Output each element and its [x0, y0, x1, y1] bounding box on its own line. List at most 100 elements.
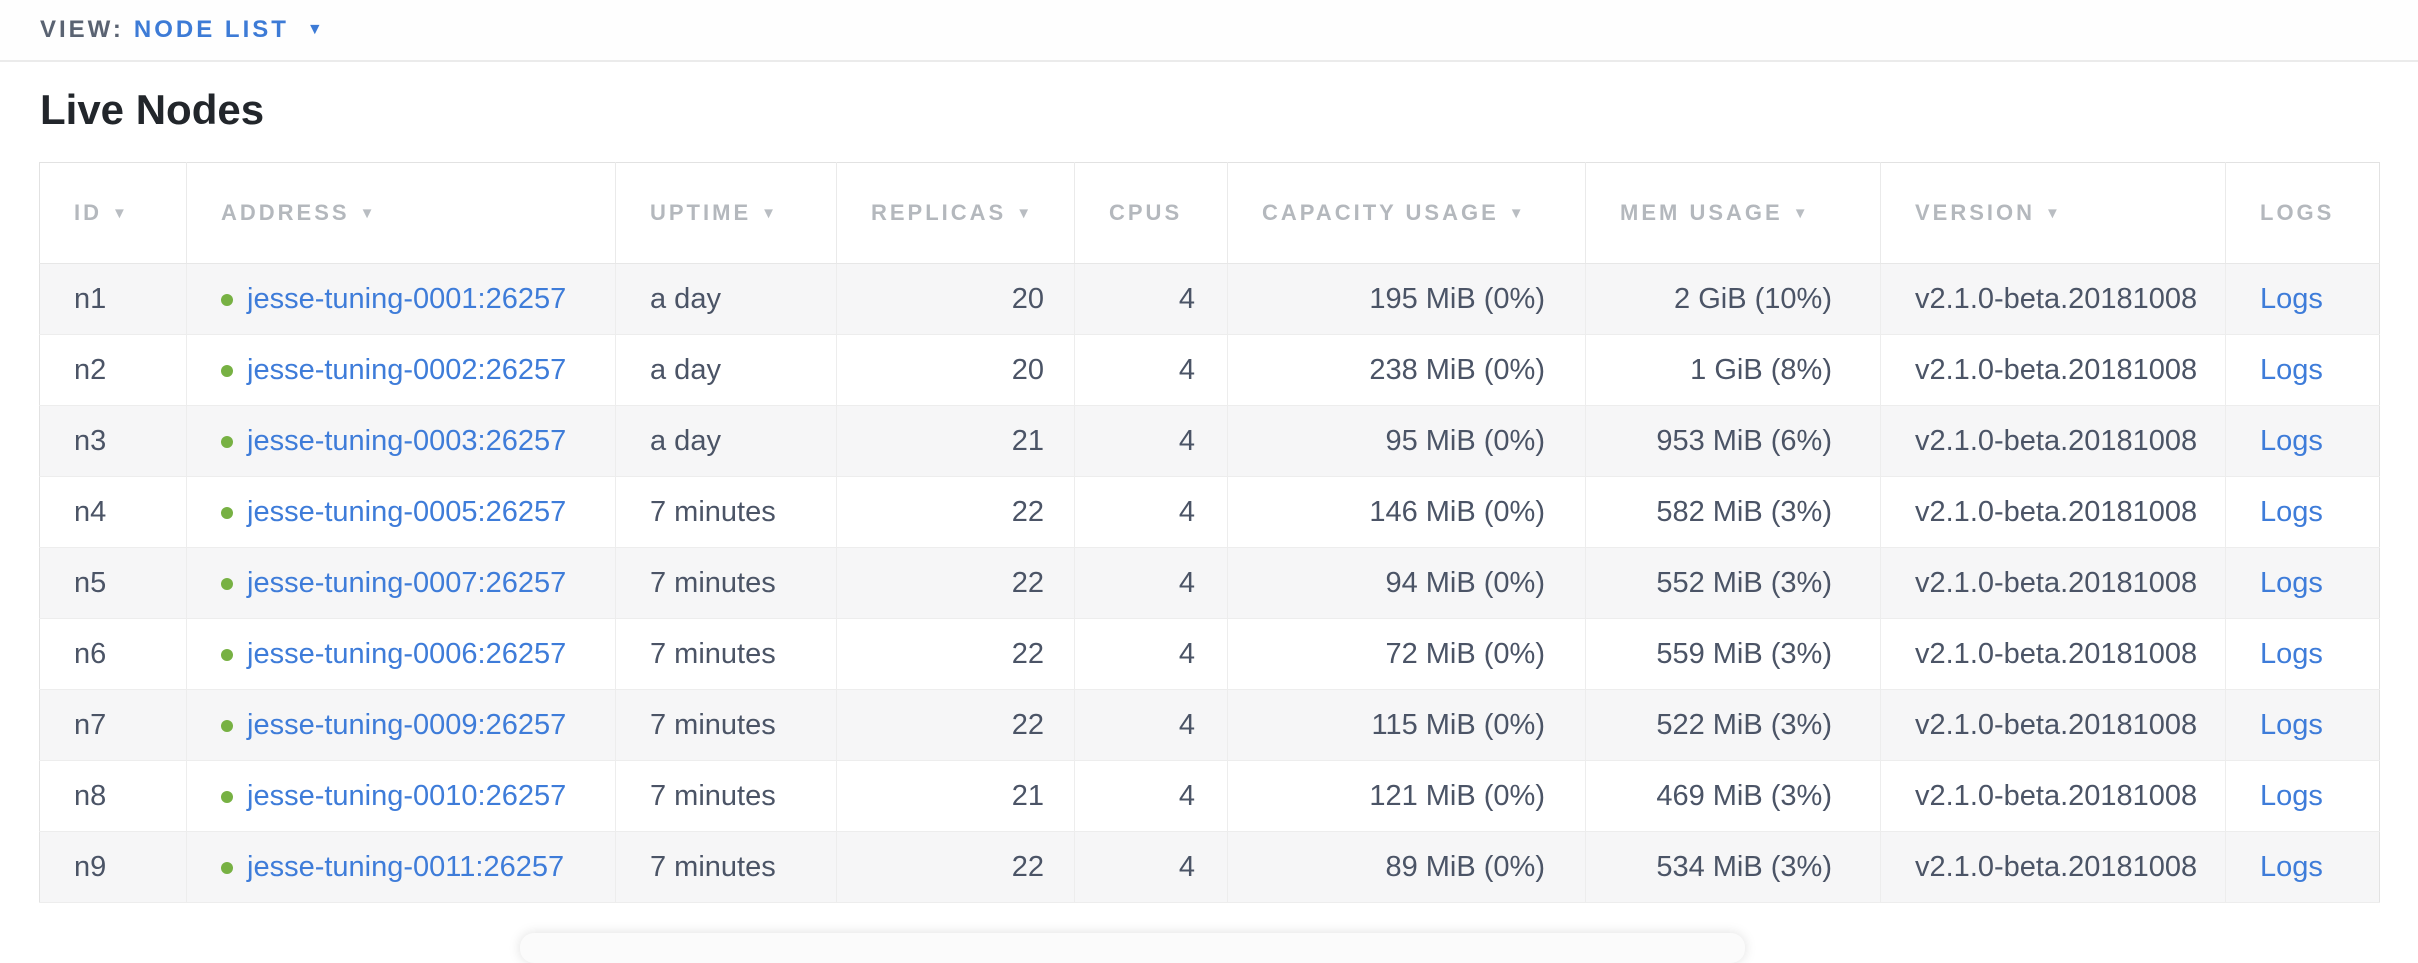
live-status-icon — [221, 648, 233, 661]
sort-desc-icon: ▼ — [1792, 205, 1811, 222]
column-header-mem-usage[interactable]: MEM USAGE ▼ — [1585, 162, 1881, 264]
column-header-label: ID — [74, 200, 102, 225]
cell-cpus: 4 — [1074, 760, 1228, 832]
node-logs-link[interactable]: Logs — [2260, 495, 2323, 528]
cell-cpus: 4 — [1074, 334, 1228, 406]
cell-capacity-usage: 72 MiB (0%) — [1227, 618, 1586, 690]
cell-mem-usage: 534 MiB (3%) — [1585, 831, 1881, 903]
cell-node-id: n7 — [39, 689, 187, 761]
cell-node-id: n4 — [39, 476, 187, 548]
cell-uptime: 7 minutes — [615, 618, 837, 690]
cell-address: jesse-tuning-0011:26257 — [186, 831, 616, 903]
cell-address: jesse-tuning-0005:26257 — [186, 476, 616, 548]
cell-logs: Logs — [2225, 334, 2380, 406]
node-logs-link[interactable]: Logs — [2260, 353, 2323, 386]
cell-mem-usage: 559 MiB (3%) — [1585, 618, 1881, 690]
node-logs-link[interactable]: Logs — [2260, 566, 2323, 599]
column-header-label: LOGS — [2260, 200, 2335, 225]
node-address-link[interactable]: jesse-tuning-0003:26257 — [247, 424, 567, 457]
node-address-link[interactable]: jesse-tuning-0006:26257 — [247, 637, 567, 670]
cutoff-panel-top-edge — [520, 933, 1745, 963]
column-header-logs: LOGS — [2225, 162, 2380, 264]
cell-uptime: 7 minutes — [615, 689, 837, 761]
column-header-label: MEM USAGE — [1620, 200, 1783, 225]
cell-replicas: 20 — [836, 263, 1075, 335]
table-row: n3 jesse-tuning-0003:26257 a day 21 4 95 MiB … — [39, 405, 2380, 477]
cell-version: v2.1.0-beta.20181008 — [1880, 405, 2226, 477]
cell-cpus: 4 — [1074, 831, 1228, 903]
cell-logs: Logs — [2225, 760, 2380, 832]
cell-capacity-usage: 238 MiB (0%) — [1227, 334, 1586, 406]
cell-address: jesse-tuning-0010:26257 — [186, 760, 616, 832]
column-header-label: UPTIME — [650, 200, 752, 225]
cell-version: v2.1.0-beta.20181008 — [1880, 618, 2226, 690]
cell-version: v2.1.0-beta.20181008 — [1880, 831, 2226, 903]
node-table-body: n1 jesse-tuning-0001:26257 a day 20 4 195 MiB… — [39, 263, 2380, 903]
cell-address: jesse-tuning-0007:26257 — [186, 547, 616, 619]
column-header-label: VERSION — [1915, 200, 2036, 225]
cell-cpus: 4 — [1074, 405, 1228, 477]
cell-replicas: 21 — [836, 405, 1075, 477]
node-address-link[interactable]: jesse-tuning-0010:26257 — [247, 779, 567, 812]
cell-logs: Logs — [2225, 689, 2380, 761]
view-dropdown-value: NODE LIST — [133, 16, 289, 43]
caret-down-icon: ▼ — [306, 21, 323, 38]
cell-cpus: 4 — [1074, 689, 1228, 761]
cell-replicas: 20 — [836, 334, 1075, 406]
node-address-link[interactable]: jesse-tuning-0007:26257 — [247, 566, 567, 599]
column-header-id[interactable]: ID ▼ — [39, 162, 187, 264]
node-logs-link[interactable]: Logs — [2260, 424, 2323, 457]
cell-mem-usage: 582 MiB (3%) — [1585, 476, 1881, 548]
cell-mem-usage: 2 GiB (10%) — [1585, 263, 1881, 335]
node-address-link[interactable]: jesse-tuning-0005:26257 — [247, 495, 567, 528]
node-address-link[interactable]: jesse-tuning-0009:26257 — [247, 708, 567, 741]
table-row: n7 jesse-tuning-0009:26257 7 minutes 22 4 115… — [39, 689, 2380, 761]
cell-node-id: n2 — [39, 334, 187, 406]
column-header-uptime[interactable]: UPTIME ▼ — [615, 162, 837, 264]
live-status-icon — [221, 435, 233, 448]
cell-uptime: 7 minutes — [615, 760, 837, 832]
cell-logs: Logs — [2225, 263, 2380, 335]
node-address-link[interactable]: jesse-tuning-0001:26257 — [247, 282, 567, 315]
node-logs-link[interactable]: Logs — [2260, 779, 2323, 812]
cell-mem-usage: 953 MiB (6%) — [1585, 405, 1881, 477]
cell-address: jesse-tuning-0009:26257 — [186, 689, 616, 761]
cell-mem-usage: 552 MiB (3%) — [1585, 547, 1881, 619]
node-address-link[interactable]: jesse-tuning-0002:26257 — [247, 353, 567, 386]
cell-capacity-usage: 115 MiB (0%) — [1227, 689, 1586, 761]
table-row: n6 jesse-tuning-0006:26257 7 minutes 22 4 72 … — [39, 618, 2380, 690]
sort-desc-icon: ▼ — [2045, 205, 2063, 222]
view-dropdown[interactable]: NODE LIST ▼ — [134, 16, 323, 44]
cell-node-id: n6 — [39, 618, 187, 690]
node-logs-link[interactable]: Logs — [2260, 850, 2323, 883]
column-header-version[interactable]: VERSION ▼ — [1880, 162, 2226, 264]
column-header-replicas[interactable]: REPLICAS ▼ — [836, 162, 1075, 264]
cell-version: v2.1.0-beta.20181008 — [1880, 689, 2226, 761]
column-header-capacity-usage[interactable]: CAPACITY USAGE ▼ — [1227, 162, 1586, 264]
cell-logs: Logs — [2225, 831, 2380, 903]
cell-uptime: a day — [615, 334, 837, 406]
cell-uptime: a day — [615, 405, 837, 477]
live-status-icon — [221, 861, 233, 874]
cell-replicas: 22 — [836, 689, 1075, 761]
node-logs-link[interactable]: Logs — [2260, 637, 2323, 670]
cell-capacity-usage: 195 MiB (0%) — [1227, 263, 1586, 335]
cell-version: v2.1.0-beta.20181008 — [1880, 760, 2226, 832]
cell-cpus: 4 — [1074, 476, 1228, 548]
node-logs-link[interactable]: Logs — [2260, 282, 2323, 315]
column-header-address[interactable]: ADDRESS ▼ — [186, 162, 616, 264]
cell-uptime: a day — [615, 263, 837, 335]
cell-address: jesse-tuning-0002:26257 — [186, 334, 616, 406]
cell-uptime: 7 minutes — [615, 547, 837, 619]
node-address-link[interactable]: jesse-tuning-0011:26257 — [247, 850, 565, 883]
page-title: Live Nodes — [40, 86, 265, 133]
column-header-label: CPUS — [1109, 200, 1183, 225]
cell-version: v2.1.0-beta.20181008 — [1880, 334, 2226, 406]
cell-logs: Logs — [2225, 476, 2380, 548]
view-selector-bar: VIEW: NODE LIST ▼ — [0, 0, 2418, 62]
cell-capacity-usage: 121 MiB (0%) — [1227, 760, 1586, 832]
table-row: n8 jesse-tuning-0010:26257 7 minutes 21 4 121… — [39, 760, 2380, 832]
node-logs-link[interactable]: Logs — [2260, 708, 2323, 741]
cell-uptime: 7 minutes — [615, 831, 837, 903]
cell-logs: Logs — [2225, 547, 2380, 619]
